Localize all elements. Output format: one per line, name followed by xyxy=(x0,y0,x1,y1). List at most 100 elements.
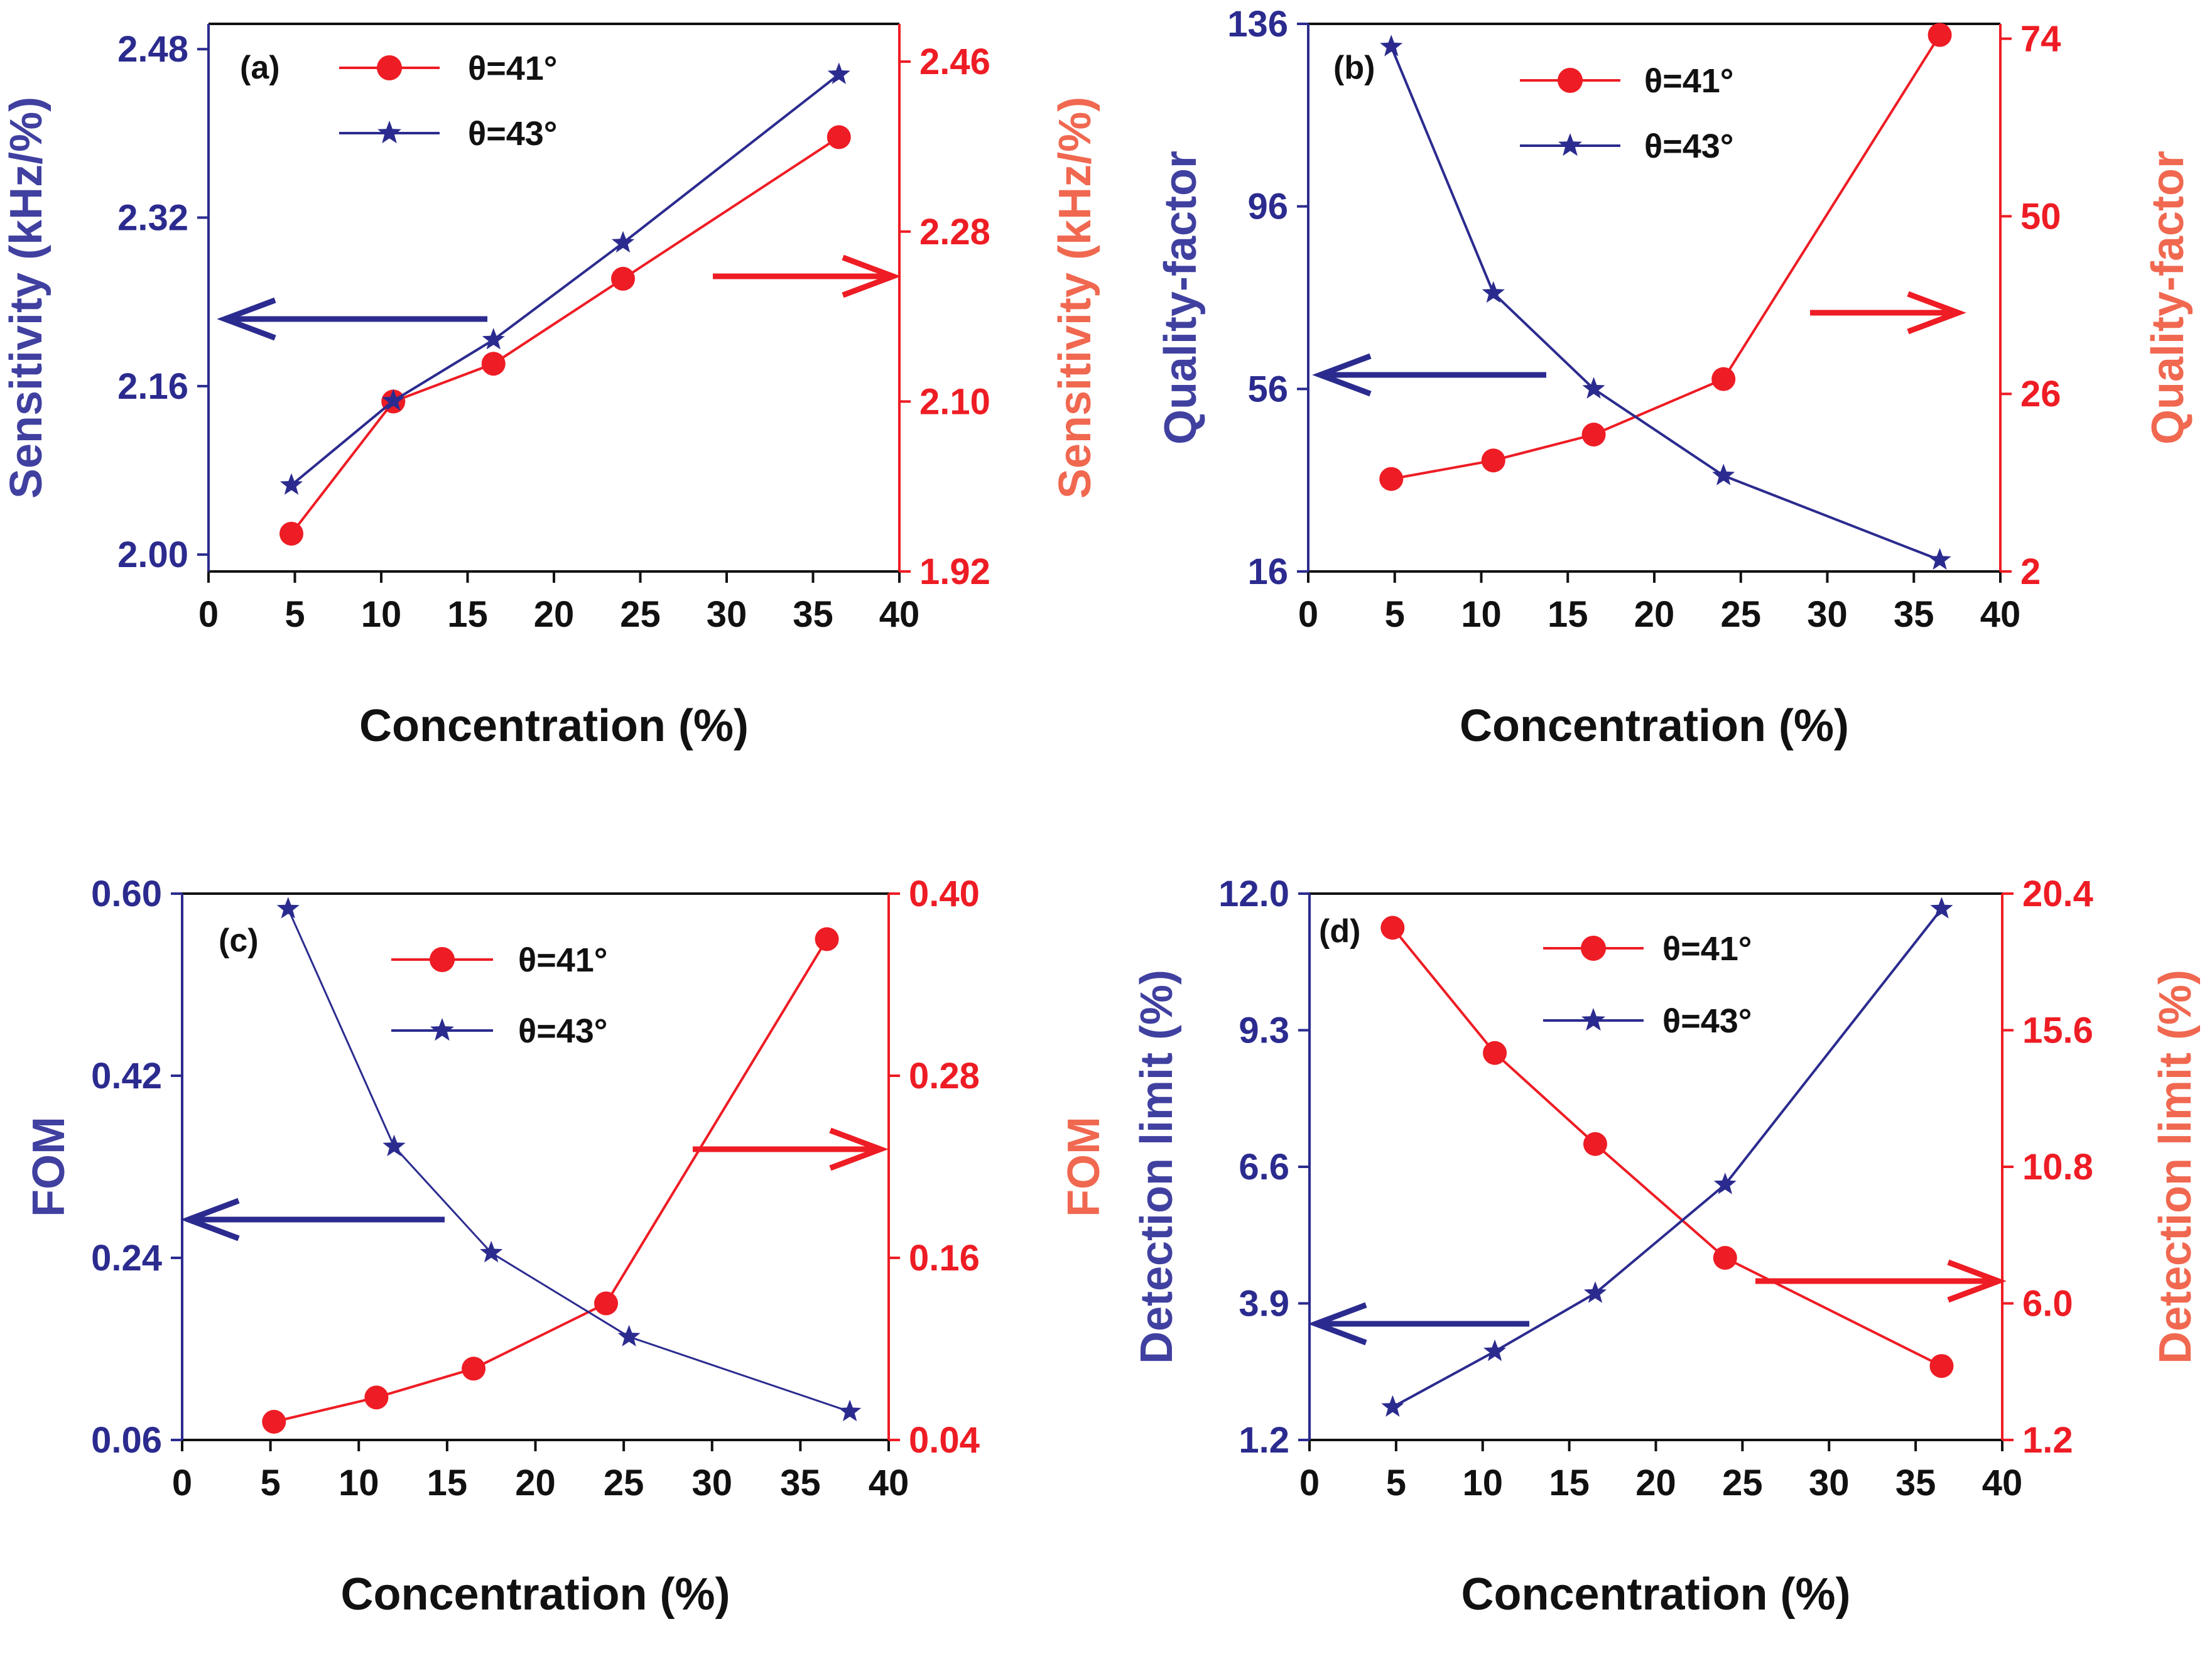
panel-label: (a) xyxy=(240,50,280,86)
x-tick-label: 35 xyxy=(793,594,833,635)
x-tick-label: 40 xyxy=(869,1463,909,1503)
x-axis-label: Concentration (%) xyxy=(1461,1569,1851,1620)
x-tick-label: 5 xyxy=(1386,1463,1406,1503)
data-point-theta43 xyxy=(1381,1395,1404,1417)
x-tick-label: 30 xyxy=(707,594,747,635)
right-tick-label: 26 xyxy=(2020,374,2061,414)
legend-marker-theta41 xyxy=(377,55,402,80)
left-tick-label: 0.24 xyxy=(91,1238,162,1279)
right-tick-label: 2.28 xyxy=(919,212,990,252)
data-point-theta41 xyxy=(1711,367,1736,391)
data-point-theta43 xyxy=(1930,897,1953,919)
x-tick-label: 20 xyxy=(515,1463,556,1503)
x-tick-label: 0 xyxy=(1299,1463,1320,1503)
data-point-theta41 xyxy=(279,521,303,546)
right-tick-label: 20.4 xyxy=(2022,874,2093,914)
data-point-theta41 xyxy=(1929,1354,1954,1378)
legend-label-theta41: θ=41° xyxy=(518,941,607,979)
x-tick-label: 35 xyxy=(1895,1463,1936,1503)
data-point-theta43 xyxy=(617,1324,641,1346)
data-point-theta41 xyxy=(262,1410,286,1434)
right-tick-label: 1.92 xyxy=(919,551,990,592)
x-tick-label: 15 xyxy=(447,594,488,635)
series-line-theta43 xyxy=(1392,907,1943,1409)
left-y-axis-label: Detection limit (%) xyxy=(1132,970,1182,1364)
legend-marker-theta43 xyxy=(1581,1008,1605,1031)
right-tick-label: 0.04 xyxy=(909,1420,980,1461)
legend-label-theta43: θ=43° xyxy=(1662,1002,1752,1040)
left-tick-label: 0.42 xyxy=(91,1056,162,1096)
x-tick-label: 10 xyxy=(1462,1463,1503,1503)
right-tick-label: 15.6 xyxy=(2022,1010,2093,1051)
left-tick-label: 2.48 xyxy=(117,29,188,70)
data-point-theta41 xyxy=(611,266,635,291)
right-arrow-head xyxy=(842,254,901,298)
series-line-theta41 xyxy=(1391,927,1943,1367)
left-y-axis-label: Quality-factor xyxy=(1156,151,1206,445)
data-point-theta43 xyxy=(1583,1281,1607,1303)
left-tick-label: 96 xyxy=(1247,187,1288,227)
series-line-theta41 xyxy=(273,938,828,1423)
left-tick-label: 9.3 xyxy=(1239,1010,1289,1051)
legend-label-theta41: θ=41° xyxy=(1662,930,1752,968)
data-point-theta41 xyxy=(1481,448,1505,473)
x-tick-label: 15 xyxy=(1548,594,1588,635)
x-tick-label: 20 xyxy=(1635,1463,1676,1503)
data-point-theta43 xyxy=(838,1399,862,1422)
x-tick-label: 25 xyxy=(1722,1463,1763,1503)
data-point-theta43 xyxy=(1380,35,1403,57)
data-point-theta43 xyxy=(1713,1172,1737,1194)
right-tick-label: 74 xyxy=(2020,19,2061,60)
data-point-theta41 xyxy=(1379,467,1404,491)
series-line-theta41 xyxy=(290,136,840,535)
x-tick-label: 20 xyxy=(534,594,575,635)
data-point-theta41 xyxy=(1581,423,1606,446)
x-tick-label: 5 xyxy=(1385,594,1405,635)
data-point-theta43 xyxy=(382,1134,406,1157)
left-arrow-head xyxy=(217,297,276,341)
right-y-axis-label: Quality-factor xyxy=(2143,151,2193,445)
x-tick-label: 0 xyxy=(198,594,219,635)
series-line-theta43 xyxy=(1390,46,1941,561)
x-tick-label: 40 xyxy=(1980,594,2021,635)
data-point-theta43 xyxy=(480,1240,503,1263)
legend-marker-theta41 xyxy=(1581,936,1606,961)
x-tick-label: 25 xyxy=(1720,594,1761,635)
x-tick-label: 30 xyxy=(1807,594,1848,635)
legend-marker-theta41 xyxy=(1558,68,1583,93)
left-tick-label: 136 xyxy=(1227,4,1288,45)
series-line-theta43 xyxy=(290,73,840,487)
right-y-axis-label: FOM xyxy=(1059,1117,1109,1217)
data-point-theta41 xyxy=(1927,23,1952,47)
left-arrow-head xyxy=(1312,353,1372,397)
x-tick-label: 15 xyxy=(427,1463,468,1503)
chart-panel-a: 0 5 10 15 20 25 30 35 40 2.00 2.16 2.32 2.48 1.92 2.10… xyxy=(1,23,1100,751)
x-tick-label: 0 xyxy=(172,1463,192,1503)
x-tick-label: 40 xyxy=(879,594,920,635)
left-arrow-head xyxy=(1308,1302,1367,1346)
data-point-theta41 xyxy=(815,927,839,951)
left-tick-label: 2.16 xyxy=(117,366,188,407)
right-tick-label: 2 xyxy=(2020,551,2041,592)
data-point-theta41 xyxy=(1380,916,1405,940)
legend-label-theta41: θ=41° xyxy=(1644,62,1733,100)
data-point-theta41 xyxy=(827,125,851,149)
left-tick-label: 2.32 xyxy=(117,198,188,239)
legend-marker-theta41 xyxy=(430,947,455,972)
data-point-theta41 xyxy=(1713,1246,1737,1270)
data-point-theta41 xyxy=(364,1385,389,1410)
data-point-theta43 xyxy=(382,389,405,411)
series-line-theta41 xyxy=(1391,34,1941,480)
left-tick-label: 56 xyxy=(1247,369,1288,409)
data-point-theta43 xyxy=(1483,1339,1507,1361)
right-tick-label: 0.16 xyxy=(909,1238,980,1279)
right-tick-label: 0.28 xyxy=(909,1056,980,1096)
left-arrow-head xyxy=(180,1198,240,1242)
legend-label-theta43: θ=43° xyxy=(468,115,557,153)
x-tick-label: 5 xyxy=(260,1463,280,1503)
right-arrow-head xyxy=(1947,1259,2007,1303)
chart-panel-c: 0 5 10 15 20 25 30 35 40 0.06 0.24 0.42 0.60 0.04 0.16… xyxy=(24,874,1109,1620)
data-point-theta43 xyxy=(279,473,303,495)
x-tick-label: 30 xyxy=(691,1463,732,1503)
right-tick-label: 0.40 xyxy=(909,874,980,914)
